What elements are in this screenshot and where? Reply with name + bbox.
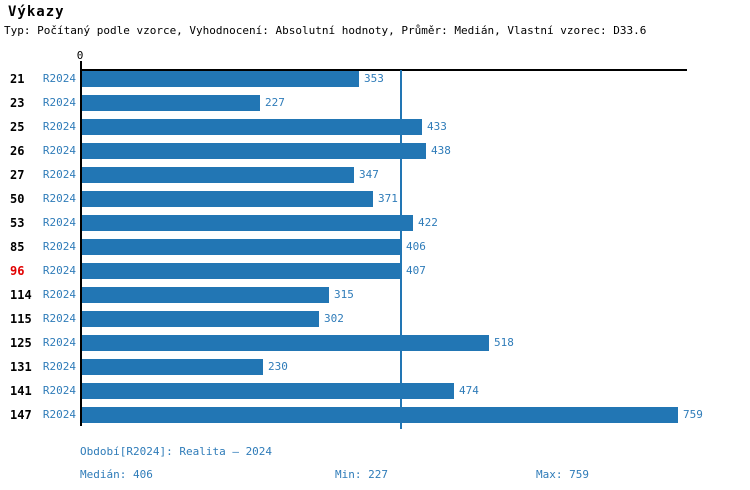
bar — [82, 119, 422, 135]
bar — [82, 167, 354, 183]
axis-zero-tick-label: 0 — [76, 49, 84, 62]
row-series-label: R2024 — [42, 120, 76, 133]
row-series-label: R2024 — [42, 360, 76, 373]
report-parameters: Typ: Počítaný podle vzorce, Vyhodnocení:… — [4, 24, 647, 37]
bar — [82, 407, 678, 423]
bar — [82, 383, 454, 399]
row-series-label: R2024 — [42, 168, 76, 181]
bar-value-label: 353 — [364, 72, 384, 85]
axis-top-line — [80, 69, 687, 71]
min-stat-label: Min: 227 — [335, 468, 388, 481]
bar — [82, 191, 373, 207]
bar — [82, 143, 426, 159]
row-category-label: 50 — [10, 192, 25, 206]
bar — [82, 71, 359, 87]
row-category-label: 115 — [10, 312, 32, 326]
bar — [82, 359, 263, 375]
period-label: Období[R2024]: Realita – 2024 — [80, 445, 273, 458]
row-category-label: 53 — [10, 216, 25, 230]
row-category-label: 21 — [10, 72, 25, 86]
row-category-label: 85 — [10, 240, 25, 254]
bar-value-label: 371 — [378, 192, 398, 205]
bar-value-label: 302 — [324, 312, 344, 325]
bar-value-label: 474 — [459, 384, 479, 397]
bar-value-label: 759 — [683, 408, 703, 421]
bar-value-label: 518 — [494, 336, 514, 349]
row-series-label: R2024 — [42, 192, 76, 205]
row-series-label: R2024 — [42, 216, 76, 229]
row-category-label: 25 — [10, 120, 25, 134]
row-series-label: R2024 — [42, 408, 76, 421]
row-series-label: R2024 — [42, 312, 76, 325]
bar-value-label: 433 — [427, 120, 447, 133]
row-category-label: 131 — [10, 360, 32, 374]
axis-vertical-line — [80, 61, 82, 426]
median-stat-label: Medián: 406 — [80, 468, 153, 481]
bar — [82, 335, 489, 351]
row-series-label: R2024 — [42, 144, 76, 157]
bar-value-label: 407 — [406, 264, 426, 277]
row-category-label: 141 — [10, 384, 32, 398]
row-series-label: R2024 — [42, 336, 76, 349]
row-category-label: 114 — [10, 288, 32, 302]
bar-value-label: 347 — [359, 168, 379, 181]
bar-value-label: 422 — [418, 216, 438, 229]
bar-value-label: 227 — [265, 96, 285, 109]
max-stat-label: Max: 759 — [536, 468, 589, 481]
row-category-label: 23 — [10, 96, 25, 110]
bar-value-label: 315 — [334, 288, 354, 301]
row-category-label: 26 — [10, 144, 25, 158]
bar-value-label: 230 — [268, 360, 288, 373]
row-series-label: R2024 — [42, 72, 76, 85]
bar-value-label: 406 — [406, 240, 426, 253]
row-series-label: R2024 — [42, 240, 76, 253]
row-category-label: 125 — [10, 336, 32, 350]
bar — [82, 311, 319, 327]
bar — [82, 215, 413, 231]
row-series-label: R2024 — [42, 264, 76, 277]
median-line — [400, 70, 402, 429]
row-category-label: 27 — [10, 168, 25, 182]
bar-chart: 0 21 R2024 353 23 R2024 227 25 R2024 433 26 R2024 4… — [10, 49, 703, 429]
bar — [82, 287, 329, 303]
row-series-label: R2024 — [42, 96, 76, 109]
bar — [82, 95, 260, 111]
row-category-label: 96 — [10, 264, 25, 278]
row-series-label: R2024 — [42, 288, 76, 301]
bar — [82, 239, 401, 255]
bar — [82, 263, 401, 279]
row-series-label: R2024 — [42, 384, 76, 397]
bar-value-label: 438 — [431, 144, 451, 157]
row-category-label: 147 — [10, 408, 32, 422]
page-title: Výkazy — [8, 4, 65, 20]
